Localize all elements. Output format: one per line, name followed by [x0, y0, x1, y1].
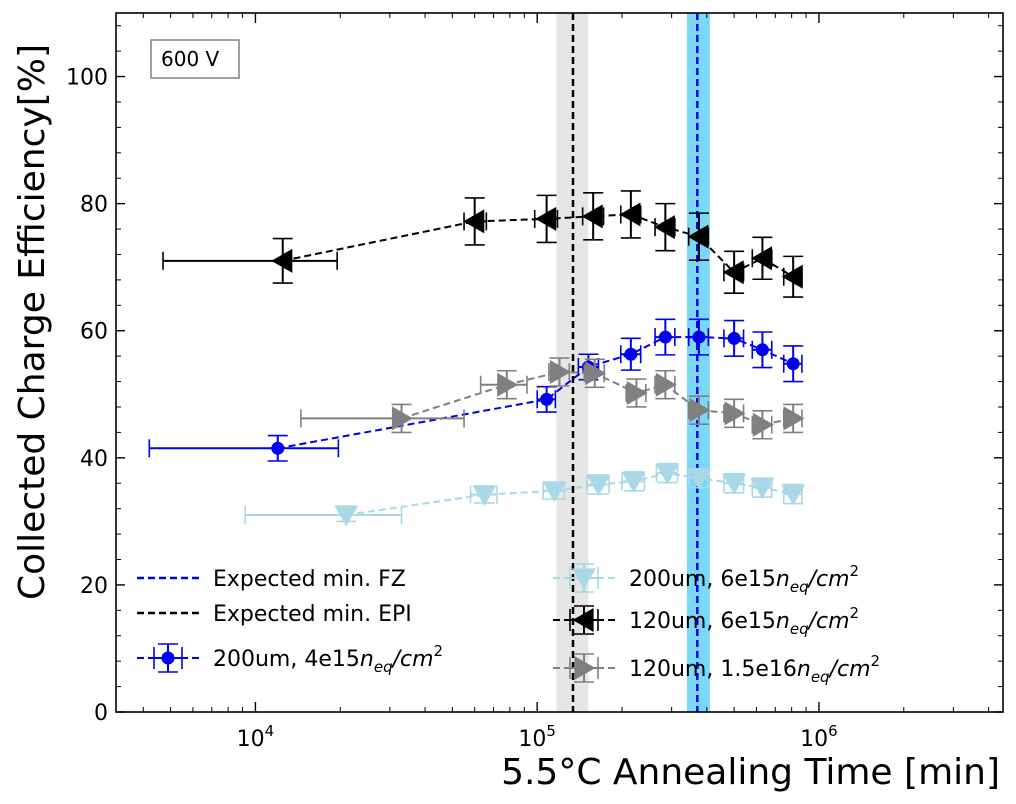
data-point	[750, 478, 775, 500]
data-point	[549, 360, 571, 385]
legend-marker	[161, 651, 175, 665]
data-point	[692, 330, 706, 344]
legend-label: 200um, 6e15neq/cm2	[629, 562, 859, 596]
data-point	[472, 485, 497, 507]
series-3	[300, 357, 805, 440]
legend-entry-5: 120um, 1.5e16neq/cm2	[553, 652, 880, 686]
plot-frame	[115, 12, 1004, 713]
data-point	[542, 481, 567, 503]
data-point	[271, 248, 293, 273]
voltage-annotation-box	[150, 39, 240, 79]
data-point	[535, 206, 557, 231]
data-point	[626, 381, 648, 406]
legend-label: 120um, 1.5e16neq/cm2	[629, 652, 880, 686]
data-point	[334, 505, 359, 527]
data-point	[585, 361, 607, 386]
x-tick-label: 106	[800, 722, 838, 752]
data-point	[621, 471, 646, 493]
data-point	[727, 331, 741, 345]
expected-min-band-0	[686, 13, 710, 712]
legend-marker	[572, 608, 594, 632]
series-1	[244, 462, 806, 527]
data-point	[783, 406, 805, 431]
data-point	[752, 412, 774, 437]
data-point	[786, 357, 800, 371]
data-point	[687, 224, 709, 249]
legend-label: Expected min. EPI	[213, 602, 412, 627]
data-point	[655, 463, 680, 485]
legend-label: 120um, 6e15neq/cm2	[629, 604, 859, 638]
y-tick-label: 0	[94, 701, 108, 726]
y-tick-label: 40	[80, 447, 108, 472]
data-point	[586, 474, 611, 496]
legend-entry-0: Expected min. FZ	[137, 567, 406, 592]
axis-ticks: 0 20 40 60 80 100 104 105 106	[66, 13, 1003, 752]
x-axis-label: 5.5°C Annealing Time [min]	[501, 752, 1000, 793]
legend-marker	[574, 656, 596, 680]
voltage-annotation-text: 600 V	[161, 47, 220, 71]
data-point	[658, 330, 672, 344]
y-tick-label: 20	[80, 574, 108, 599]
data-point	[722, 260, 744, 285]
legend-entry-1: Expected min. EPI	[137, 602, 412, 627]
legend-label: 200um, 4e15neq/cm2	[213, 642, 443, 676]
expected-min-bands	[556, 13, 710, 712]
y-tick-label: 60	[80, 320, 108, 345]
data-point	[686, 468, 711, 490]
legend-entry-2: 200um, 4e15neq/cm2	[137, 642, 443, 676]
data-point	[581, 204, 603, 229]
data-point	[624, 347, 638, 361]
data-point	[271, 441, 285, 455]
data-point	[755, 343, 769, 357]
data-point	[391, 406, 413, 431]
y-axis-label: Collected Charge Efficiency[%]	[12, 44, 53, 600]
data-point	[689, 398, 711, 423]
data-series	[148, 190, 806, 527]
series-line	[277, 336, 794, 450]
y-tick-label: 100	[66, 66, 108, 91]
data-point	[781, 484, 806, 506]
voltage-annotation: 600 V	[150, 39, 240, 79]
data-point	[724, 401, 746, 426]
data-point	[463, 209, 485, 234]
legend: Expected min. FZ Expected min. EPI 200um, …	[137, 562, 880, 686]
data-point	[781, 264, 803, 289]
legend-entry-4: 120um, 6e15neq/cm2	[553, 604, 859, 638]
legend-entry-3: 200um, 6e15neq/cm2	[553, 562, 859, 596]
y-tick-label: 80	[80, 193, 108, 218]
x-tick-label: 104	[237, 722, 275, 752]
data-point	[653, 215, 675, 240]
data-point	[540, 392, 554, 406]
data-point	[751, 246, 773, 271]
x-tick-label: 105	[518, 722, 556, 752]
data-point	[655, 372, 677, 397]
data-point	[722, 473, 747, 495]
legend-label: Expected min. FZ	[213, 567, 406, 592]
series-2	[162, 190, 804, 298]
data-point	[619, 202, 641, 227]
legend-marker	[572, 568, 596, 590]
data-point	[497, 372, 519, 397]
series-line	[401, 370, 794, 426]
series-line	[282, 213, 794, 278]
